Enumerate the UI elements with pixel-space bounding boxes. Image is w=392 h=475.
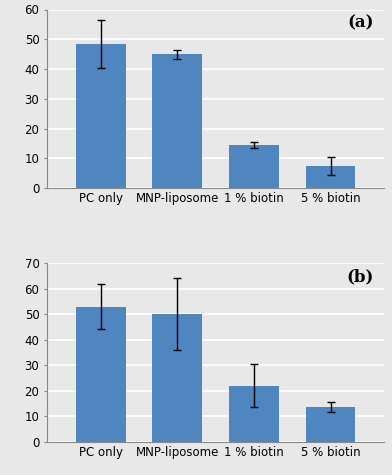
Text: (a): (a): [348, 15, 374, 32]
Bar: [76, 44, 125, 188]
Bar: [306, 407, 356, 442]
Bar: [306, 166, 356, 188]
Bar: [229, 386, 279, 442]
Bar: [76, 306, 125, 442]
Bar: [229, 145, 279, 188]
Text: (b): (b): [347, 268, 374, 285]
Bar: [152, 54, 202, 188]
Bar: [152, 314, 202, 442]
